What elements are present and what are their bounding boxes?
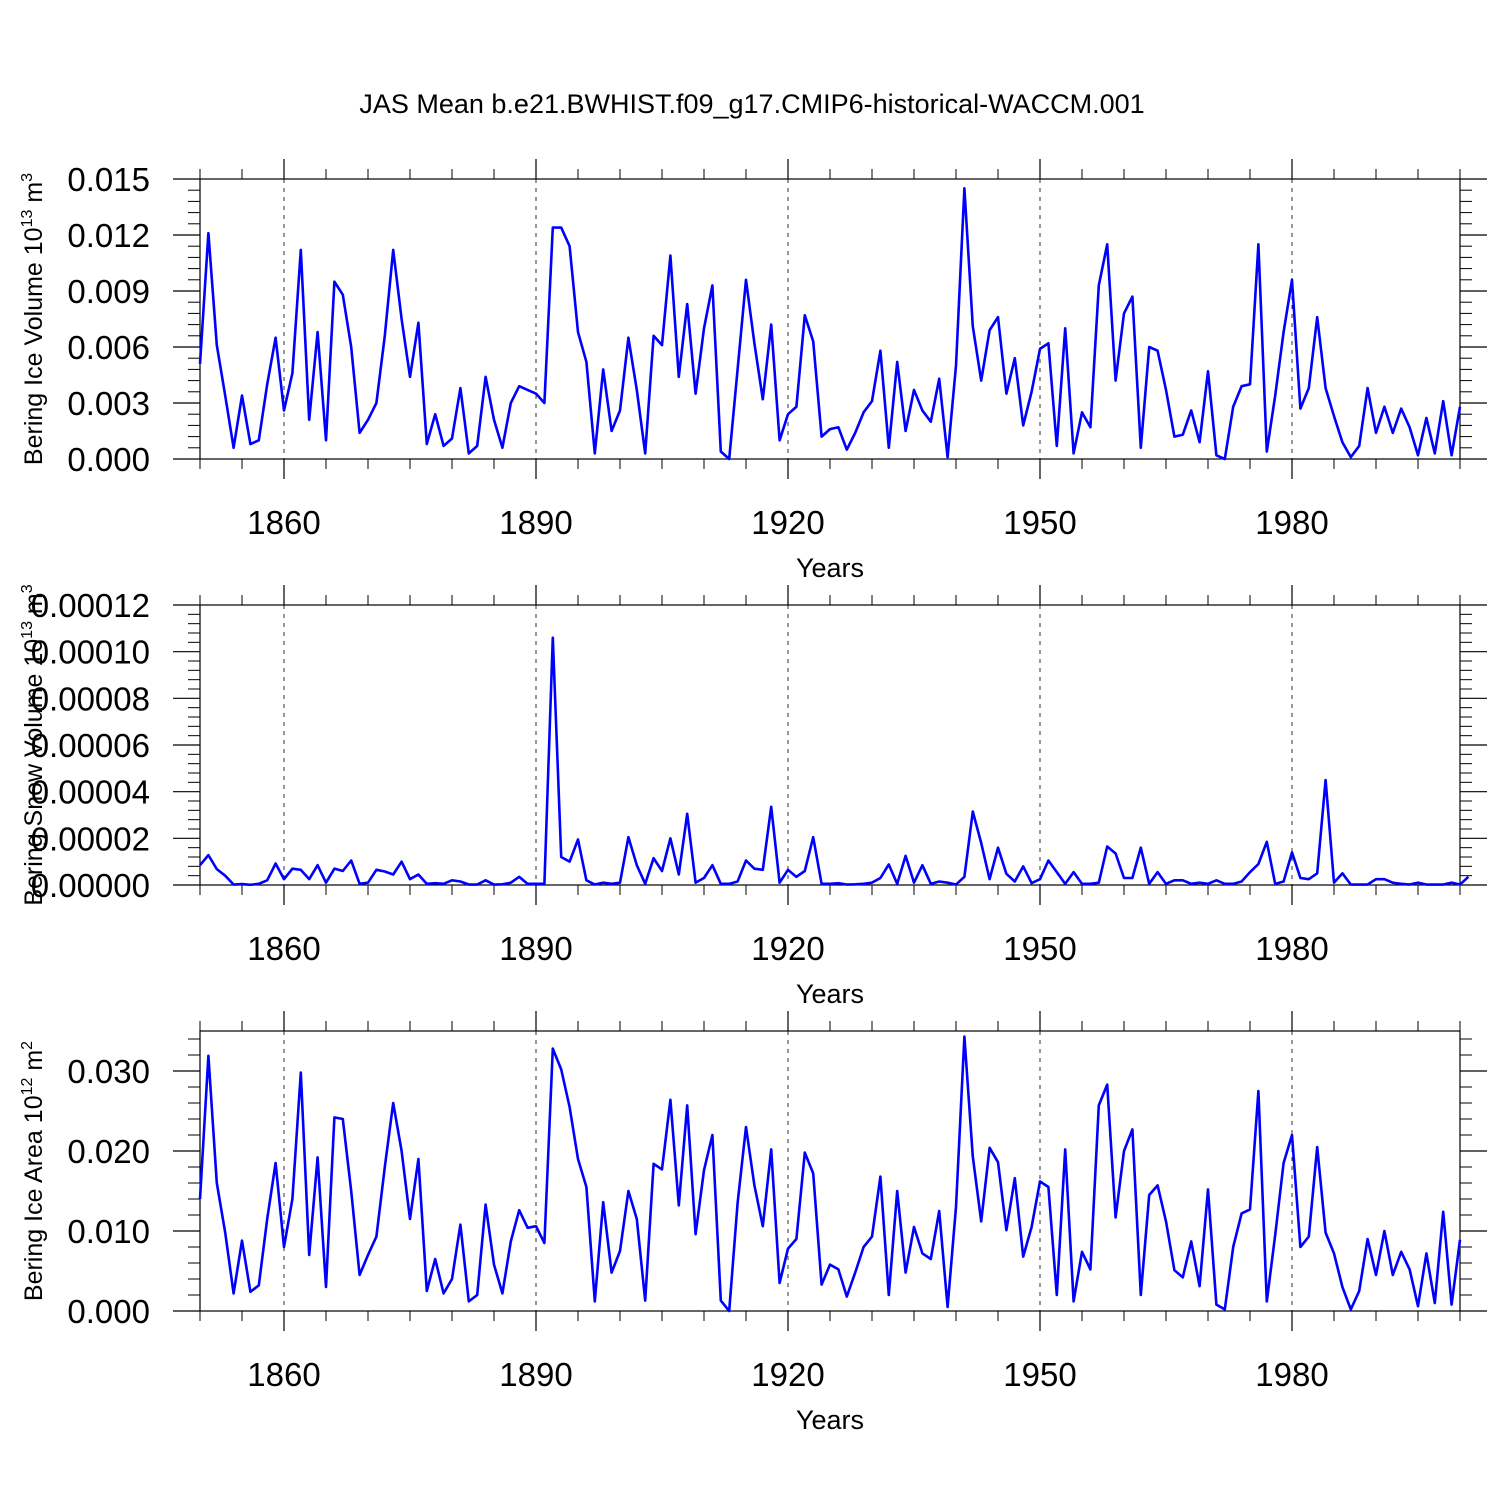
panel-3-x-tick-label-1950: 1950 [1003, 1356, 1076, 1393]
panel-1-y-tick-label-0.009: 0.009 [67, 273, 150, 310]
panel-1-x-tick-label-1950: 1950 [1003, 504, 1076, 541]
panel-2-x-axis-label: Years [796, 979, 864, 1009]
panel-2-x-tick-label-1950: 1950 [1003, 930, 1076, 967]
panel-3-y-tick-label-0.000: 0.000 [67, 1293, 150, 1330]
panel-2-y-tick-label-0.00010: 0.00010 [31, 634, 150, 671]
panel-1-series-line [198, 187, 1462, 461]
panel-2-x-tick-label-1980: 1980 [1255, 930, 1328, 967]
panel-2-y-tick-label-0.00008: 0.00008 [31, 680, 150, 717]
panel-2-series-line [199, 636, 1470, 887]
panel-2-y-tick-label-0.00000: 0.00000 [31, 867, 150, 904]
panel-3-x-tick-label-1860: 1860 [247, 1356, 320, 1393]
panel-3-y-tick-label-0.010: 0.010 [67, 1213, 150, 1250]
panel-1-y-tick-label-0.012: 0.012 [67, 217, 150, 254]
panel-2-x-tick-label-1920: 1920 [751, 930, 824, 967]
panel-3-x-tick-label-1980: 1980 [1255, 1356, 1328, 1393]
panel-1-y-tick-label-0.015: 0.015 [67, 161, 150, 198]
panel-2-x-tick-label-1860: 1860 [247, 930, 320, 967]
panel-3-y-tick-label-0.020: 0.020 [67, 1133, 150, 1170]
panel-3-x-tick-label-1920: 1920 [751, 1356, 824, 1393]
panel-1: 1860 1890 1920 1950 1980 0.000 0.003 0.006 0.009… [19, 159, 1487, 583]
panel-2-y-axis-label: Bering Snow Volume 1013 m3 [19, 584, 48, 905]
panel-3-y-tick-label-0.030: 0.030 [67, 1053, 150, 1090]
panel-1-x-tick-label-1890: 1890 [499, 504, 572, 541]
panel-2-y-tick-label-0.00006: 0.00006 [31, 727, 150, 764]
panel-1-y-axis-label: Bering Ice Volume 1013 m3 [19, 173, 48, 465]
panel-3: 1860 1890 1920 1950 1980 0.000 0.010 0.020 0.030… [19, 1011, 1487, 1435]
panel-1-x-tick-label-1980: 1980 [1255, 504, 1328, 541]
panel-2-frame [199, 604, 1461, 886]
panel-3-x-axis-label: Years [796, 1405, 864, 1435]
panel-2-x-tick-label-1890: 1890 [499, 930, 572, 967]
panel-2-y-tick-label-0.00004: 0.00004 [31, 774, 150, 811]
panel-1-y-tick-label-0.006: 0.006 [67, 329, 150, 366]
panel-2: 1860 1890 1920 1950 1980 0.00000 0.00002 0.0000… [19, 584, 1487, 1009]
panel-3-series-line [198, 1035, 1462, 1313]
panel-3-y-axis-label: Bering Ice Area 1012 m2 [19, 1041, 48, 1301]
chart-title: JAS Mean b.e21.BWHIST.f09_g17.CMIP6-hist… [359, 89, 1144, 119]
panel-2-y-tick-label-0.00012: 0.00012 [31, 587, 150, 624]
panel-3-x-tick-label-1890: 1890 [499, 1356, 572, 1393]
panel-1-x-tick-label-1920: 1920 [751, 504, 824, 541]
panel-1-x-tick-label-1860: 1860 [247, 504, 320, 541]
panel-1-y-tick-label-0.003: 0.003 [67, 385, 150, 422]
panel-2-y-tick-label-0.00002: 0.00002 [31, 820, 150, 857]
panel-1-y-tick-label-0.000: 0.000 [67, 441, 150, 478]
panel-1-x-axis-label: Years [796, 553, 864, 583]
